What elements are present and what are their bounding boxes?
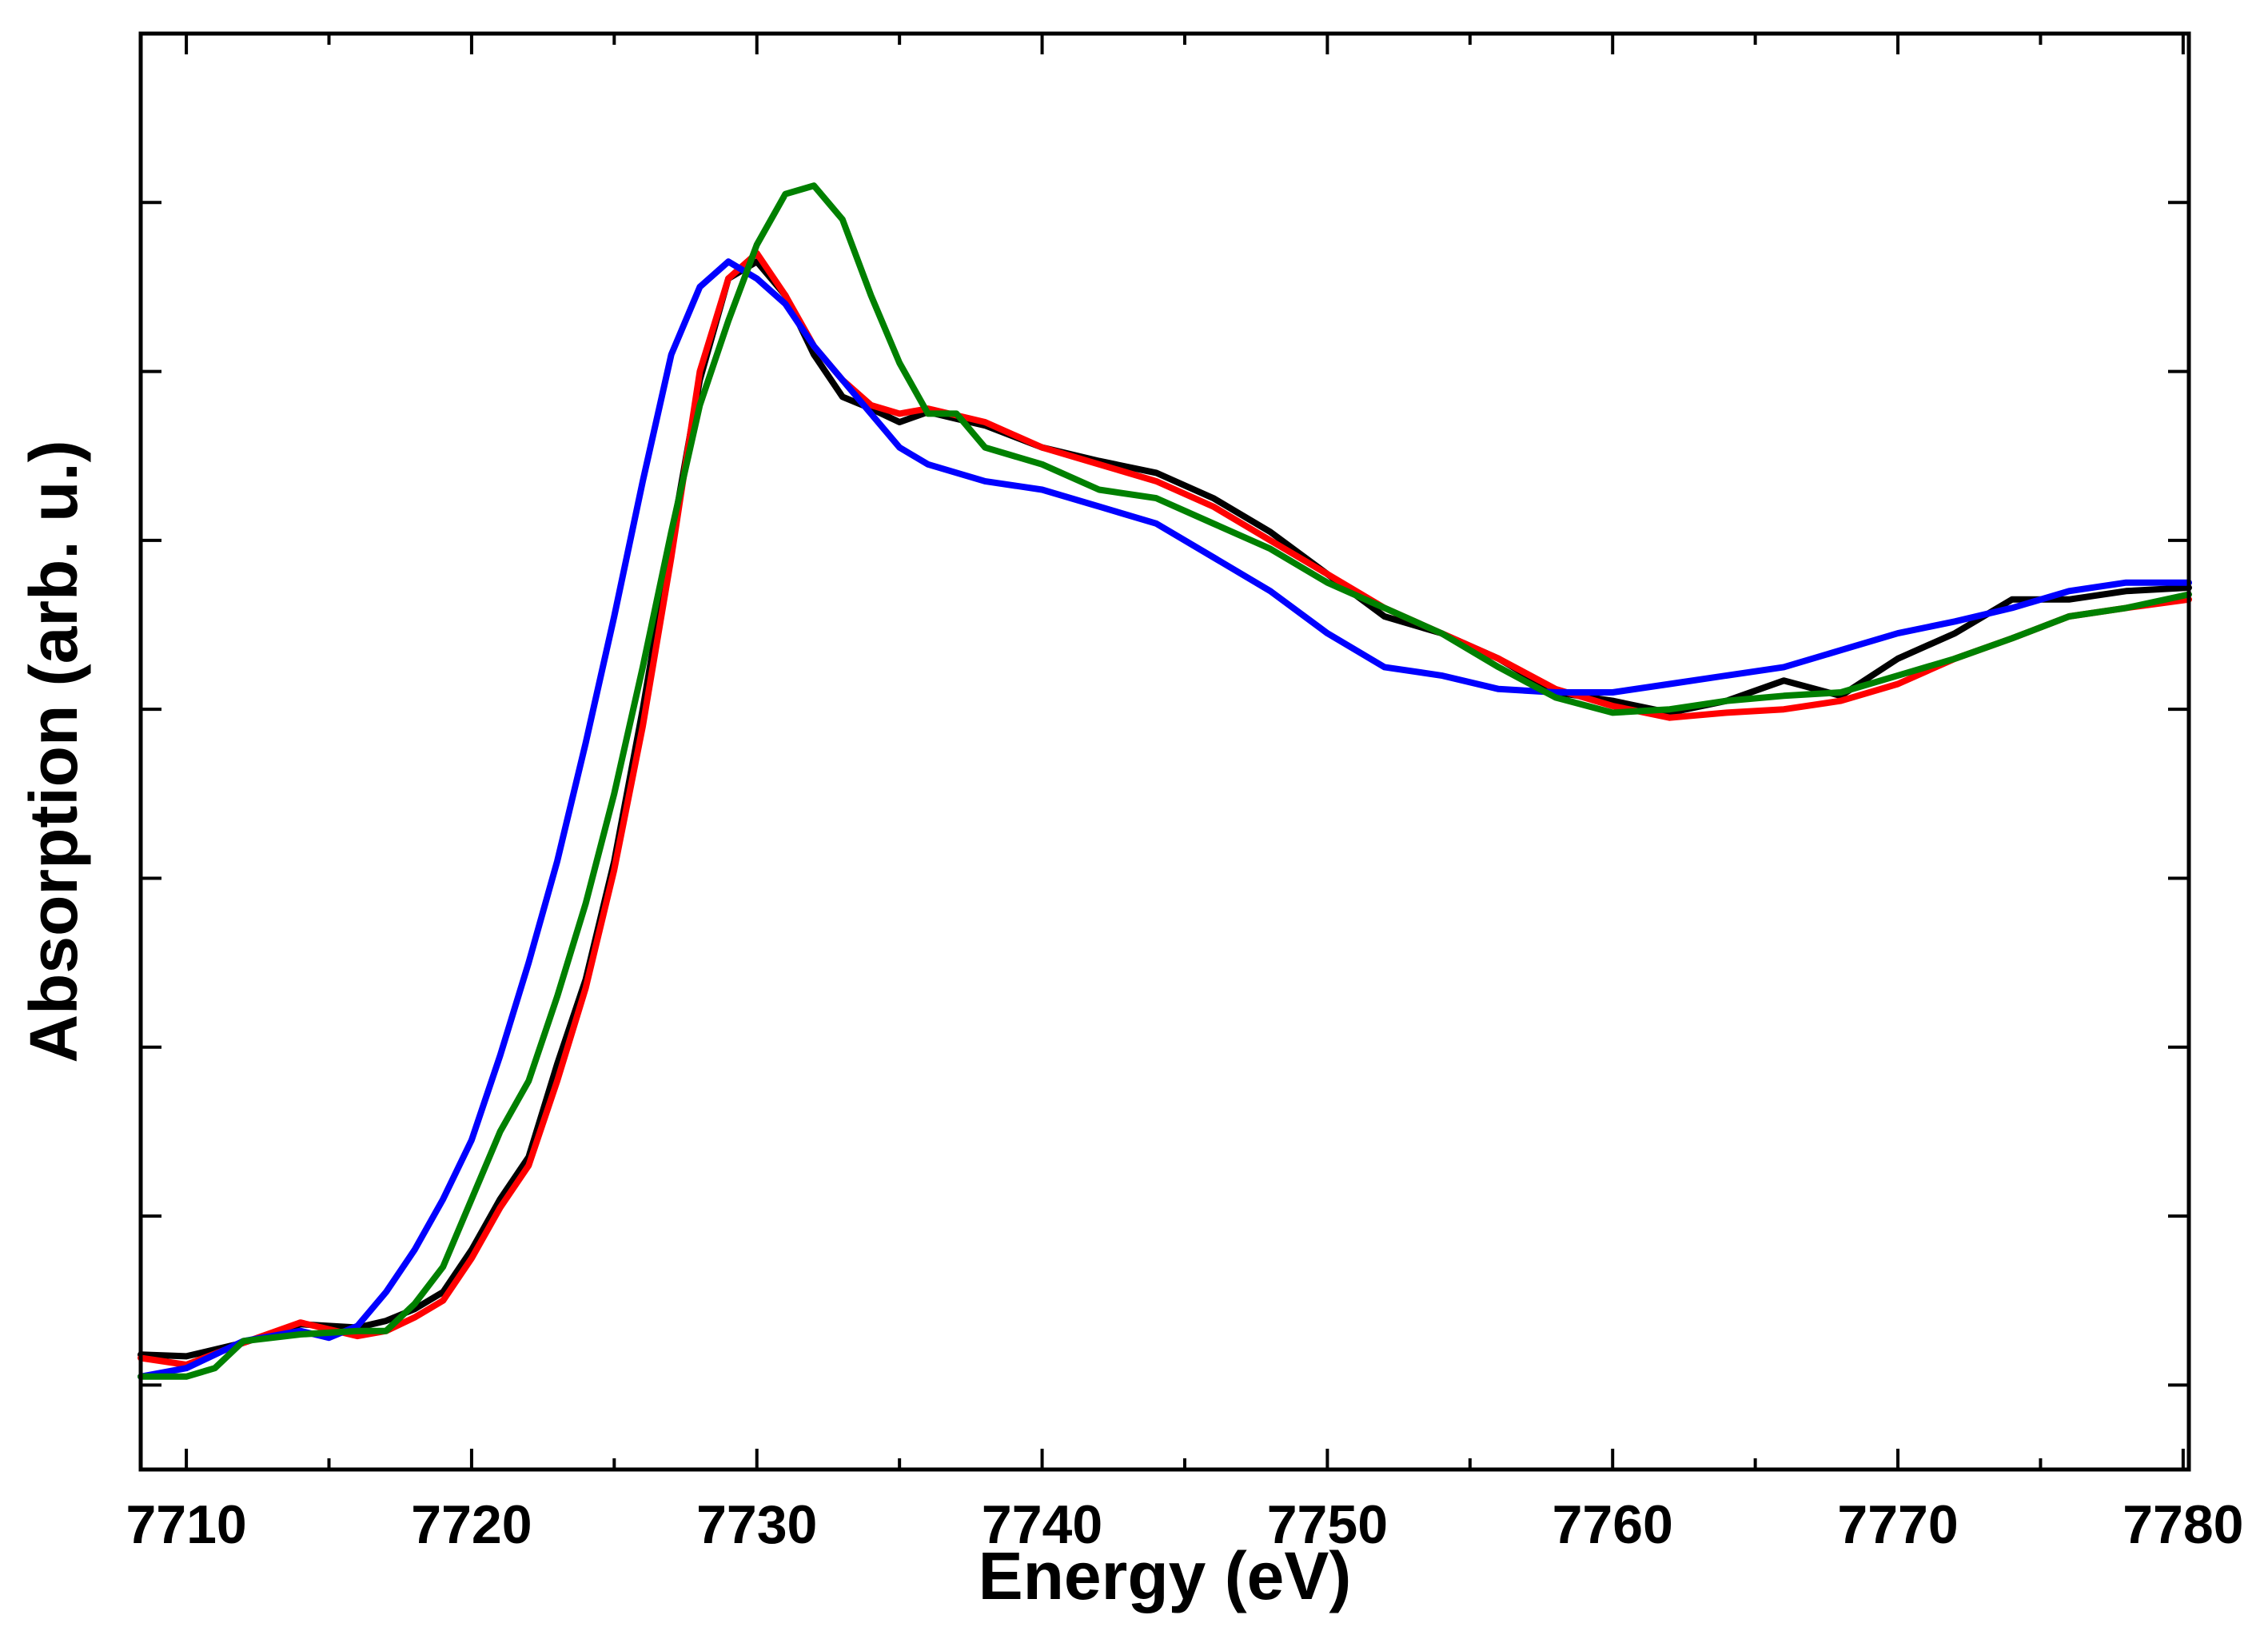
tick-layer: 7710 7720 7730 7740 7750 7760 7770 7780 <box>126 34 2244 1555</box>
x-axis-title: Energy (eV) <box>979 1538 1352 1613</box>
x-tick-label: 7730 <box>696 1494 817 1555</box>
series-layer <box>138 182 2192 1380</box>
x-tick-label: 7740 <box>982 1494 1102 1555</box>
series-line-green <box>138 182 2192 1380</box>
x-tick-label: 7750 <box>1267 1494 1388 1555</box>
series-line-blue <box>138 258 2192 1380</box>
plot-frame <box>138 31 2191 1472</box>
x-tick-label: 7780 <box>2123 1494 2243 1555</box>
x-tick-label: 7720 <box>411 1494 532 1555</box>
y-axis-title: Absorption (arb. u.) <box>16 440 91 1063</box>
x-tick-label: 7760 <box>1553 1494 1673 1555</box>
x-tick-label: 7770 <box>1837 1494 1958 1555</box>
series-line-red <box>138 249 2192 1368</box>
x-tick-label: 7710 <box>126 1494 246 1555</box>
